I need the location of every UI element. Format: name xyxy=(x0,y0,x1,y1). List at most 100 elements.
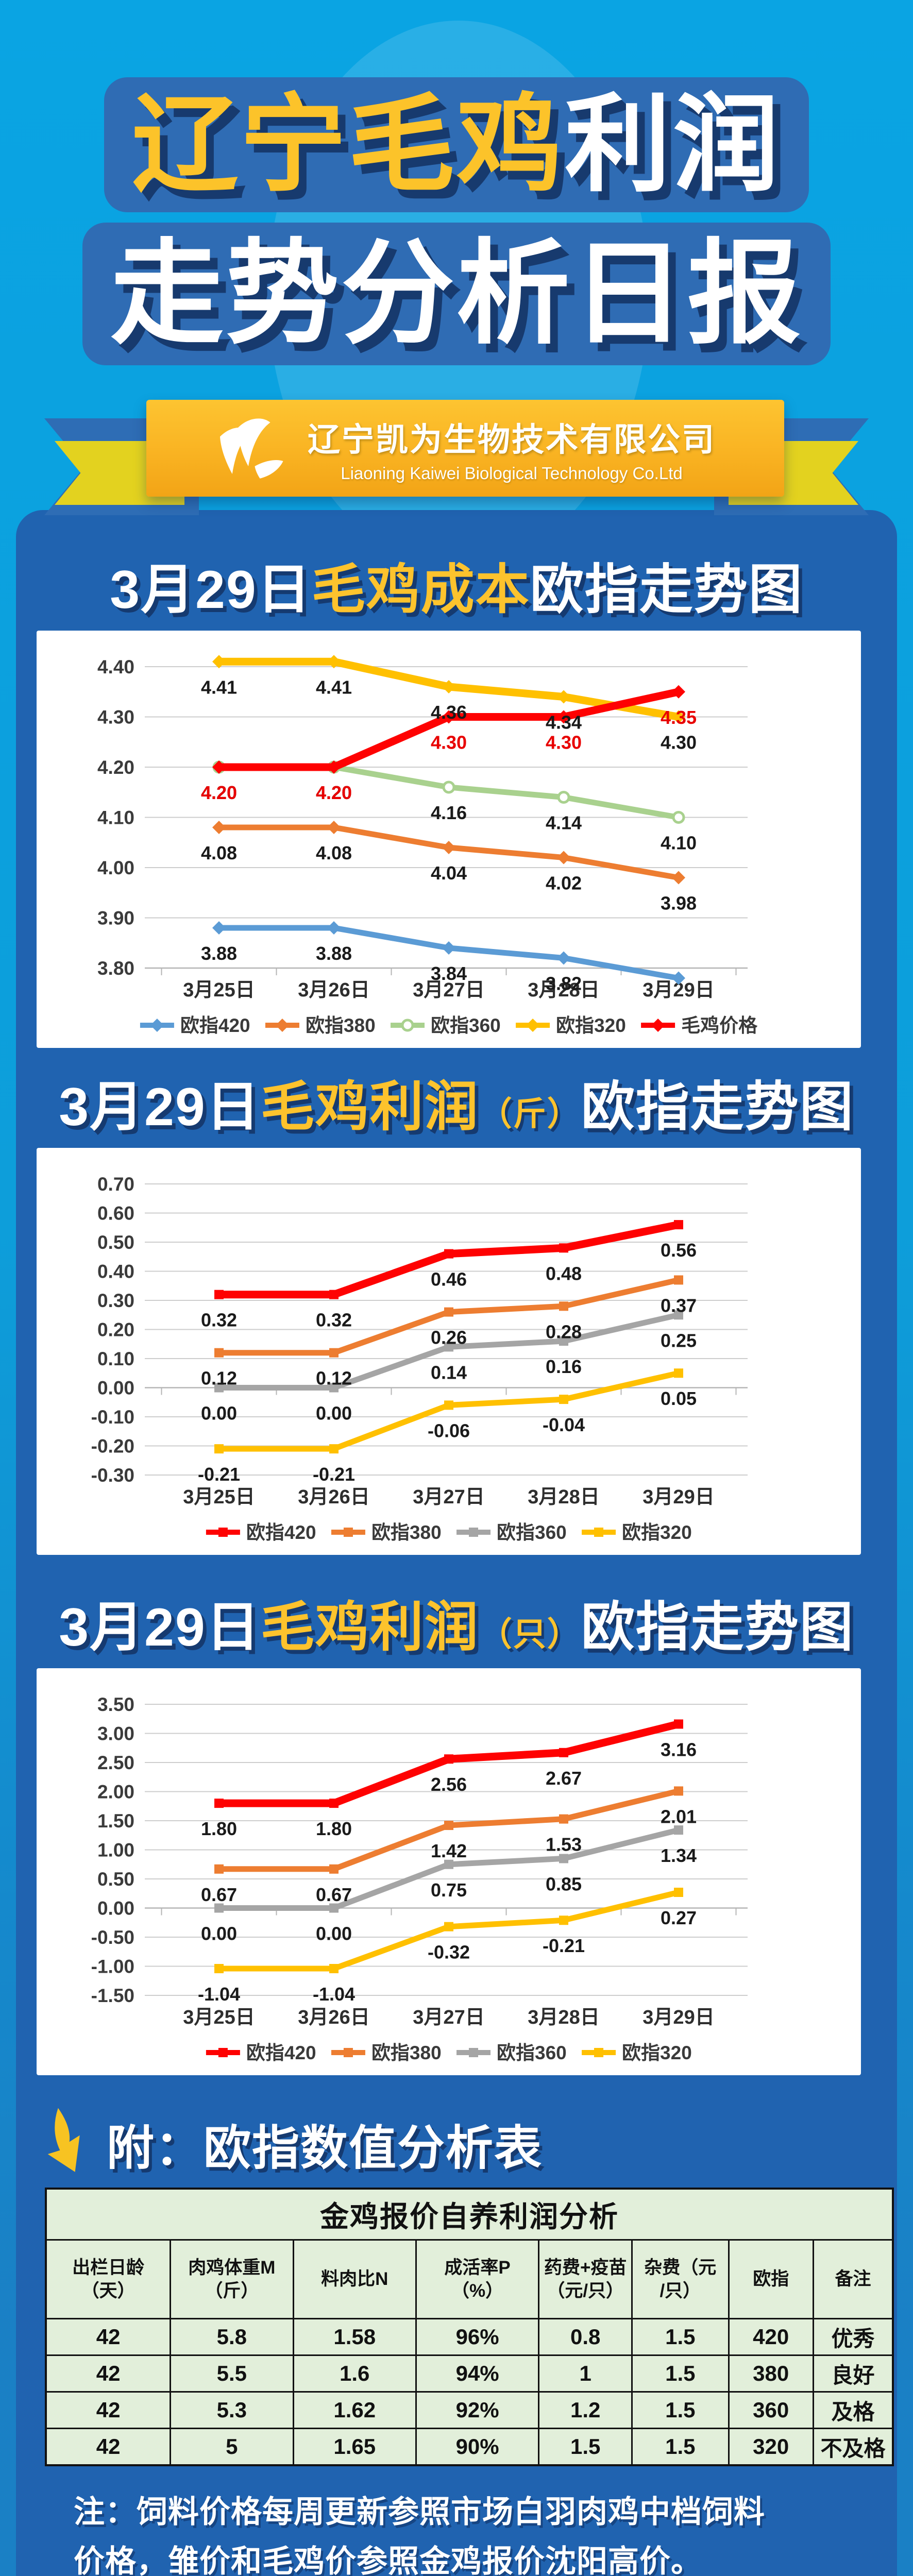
svg-text:-0.20: -0.20 xyxy=(91,1435,134,1456)
svg-text:-1.04: -1.04 xyxy=(198,1984,240,2005)
svg-text:4.08: 4.08 xyxy=(316,842,352,863)
svg-text:-0.21: -0.21 xyxy=(313,1464,355,1485)
svg-text:4.34: 4.34 xyxy=(546,711,582,733)
table-row: 42 5 1.65 90% 1.5 1.5 320 不及格 xyxy=(45,2428,894,2466)
svg-text:3月29日: 3月29日 xyxy=(643,2007,714,2028)
svg-text:2.67: 2.67 xyxy=(546,1767,582,1788)
svg-text:0.37: 0.37 xyxy=(661,1295,697,1316)
svg-text:欧指320: 欧指320 xyxy=(622,1522,692,1543)
company-name-block: 辽宁凯为生物技术有限公司 Liaoning Kaiwei Biological … xyxy=(308,414,716,483)
svg-text:-0.50: -0.50 xyxy=(91,1927,134,1948)
masthead: 辽宁毛鸡利润 走势分析日报 xyxy=(0,77,913,365)
chart-section-cost: 3月29日毛鸡成本欧指走势图 4.40 4.30 4.20 4.10 4.00 3.90 3… xyxy=(16,560,897,1048)
svg-text:欧指380: 欧指380 xyxy=(371,1522,442,1543)
svg-text:0.16: 0.16 xyxy=(546,1356,582,1377)
table-cell: 92% xyxy=(415,2391,540,2429)
svg-text:0.32: 0.32 xyxy=(316,1309,352,1330)
svg-text:3.90: 3.90 xyxy=(97,907,134,928)
main-title-line1-rest: 利润 xyxy=(565,86,782,204)
svg-text:3月26日: 3月26日 xyxy=(298,2007,369,2028)
content-panel: 3月29日毛鸡成本欧指走势图 4.40 4.30 4.20 4.10 4.00 3.90 3… xyxy=(16,510,897,2576)
table-header-cell: 备注 xyxy=(812,2239,894,2319)
table-cell: 360 xyxy=(728,2391,814,2429)
svg-text:3.88: 3.88 xyxy=(201,943,237,964)
svg-text:1.42: 1.42 xyxy=(431,1840,467,1861)
svg-text:1.80: 1.80 xyxy=(201,1818,237,1839)
table-cell: 42 xyxy=(45,2391,172,2429)
svg-text:0.40: 0.40 xyxy=(97,1261,134,1282)
svg-text:0.67: 0.67 xyxy=(316,1884,352,1905)
table-cell: 5.8 xyxy=(170,2318,294,2356)
svg-text:4.20: 4.20 xyxy=(201,782,237,803)
svg-text:0.85: 0.85 xyxy=(546,1873,582,1894)
svg-text:3月26日: 3月26日 xyxy=(298,1486,369,1508)
svg-text:0.70: 0.70 xyxy=(97,1174,134,1195)
chart-title-suffix: 欧指走势图 xyxy=(530,560,803,620)
table-row: 42 5.3 1.62 92% 1.2 1.5 360 及格 xyxy=(45,2391,894,2429)
table-cell: 42 xyxy=(45,2318,172,2356)
svg-text:-0.21: -0.21 xyxy=(543,1935,585,1956)
chart-title-date: 3月29日 xyxy=(110,560,312,620)
svg-text:3.16: 3.16 xyxy=(661,1739,697,1760)
svg-text:0.20: 0.20 xyxy=(97,1319,134,1340)
table-cell: 1.2 xyxy=(538,2391,633,2429)
svg-text:3.00: 3.00 xyxy=(97,1723,134,1744)
svg-text:3月28日: 3月28日 xyxy=(528,2007,599,2028)
table-cell: 90% xyxy=(415,2428,540,2466)
svg-text:3.80: 3.80 xyxy=(97,958,134,979)
svg-text:3月27日: 3月27日 xyxy=(413,2007,484,2028)
table-cell: 5 xyxy=(170,2428,294,2466)
svg-text:0.05: 0.05 xyxy=(661,1388,697,1409)
svg-text:0.56: 0.56 xyxy=(661,1240,697,1261)
chart-title-date: 3月29日 xyxy=(59,1598,261,1657)
svg-text:欧指360: 欧指360 xyxy=(497,1522,567,1543)
svg-text:3月29日: 3月29日 xyxy=(643,1486,714,1508)
table-cell: 优秀 xyxy=(812,2318,894,2356)
table-cell: 0.8 xyxy=(538,2318,633,2356)
svg-text:毛鸡价格: 毛鸡价格 xyxy=(681,1015,758,1036)
svg-text:4.35: 4.35 xyxy=(661,706,697,727)
chart-section-profit-bird: 3月29日毛鸡利润（只）欧指走势图 3.50 3.00 2.50 2.00 1.50 1.… xyxy=(16,1597,897,2075)
table-cell: 1.5 xyxy=(538,2428,633,2466)
table-header-cell: 药费+疫苗 （元/只） xyxy=(538,2239,633,2319)
svg-text:-0.30: -0.30 xyxy=(91,1465,134,1486)
table-header-cell: 料肉比N xyxy=(292,2239,417,2319)
table-row: 42 5.8 1.58 96% 0.8 1.5 420 优秀 xyxy=(45,2318,894,2356)
footnote-line1: 注：饲料价格每周更新参照市场白羽肉鸡中档饲料 xyxy=(74,2495,765,2529)
svg-text:3月26日: 3月26日 xyxy=(298,979,369,1001)
profit-analysis-table: 金鸡报价自养利润分析 出栏日龄 （天） 肉鸡体重M （斤） 料肉比N 成活率P （%）药… xyxy=(45,2188,894,2466)
svg-text:3月25日: 3月25日 xyxy=(183,979,255,1001)
table-row: 42 5.5 1.6 94% 1 1.5 380 良好 xyxy=(45,2354,894,2393)
svg-text:4.14: 4.14 xyxy=(546,812,582,833)
svg-text:4.20: 4.20 xyxy=(201,782,237,803)
svg-text:0.50: 0.50 xyxy=(97,1869,134,1890)
chart-title-highlight: 毛鸡成本 xyxy=(311,560,530,620)
table-header-cell: 出栏日龄 （天） xyxy=(45,2239,172,2319)
svg-text:4.30: 4.30 xyxy=(661,732,697,753)
table-cell: 良好 xyxy=(812,2354,894,2393)
svg-text:欧指420: 欧指420 xyxy=(180,1015,250,1036)
svg-text:-0.06: -0.06 xyxy=(428,1420,470,1441)
svg-text:3.84: 3.84 xyxy=(431,963,467,984)
company-name-cn: 辽宁凯为生物技术有限公司 xyxy=(308,421,716,458)
svg-text:2.01: 2.01 xyxy=(661,1806,697,1827)
main-title-line1: 辽宁毛鸡利润 xyxy=(104,77,809,213)
main-title-line1-highlight: 辽宁毛鸡 xyxy=(131,86,565,204)
table-cell: 1.5 xyxy=(631,2318,730,2356)
svg-text:4.36: 4.36 xyxy=(431,702,467,723)
svg-text:0.50: 0.50 xyxy=(97,1232,134,1253)
svg-text:0.27: 0.27 xyxy=(661,1907,697,1928)
svg-text:-1.00: -1.00 xyxy=(91,1956,134,1977)
svg-text:3.82: 3.82 xyxy=(546,973,582,994)
svg-text:欧指320: 欧指320 xyxy=(556,1015,626,1036)
table-cell: 1.5 xyxy=(631,2391,730,2429)
table-cell: 96% xyxy=(415,2318,540,2356)
chart-section-profit-jin: 3月29日毛鸡利润（斤）欧指走势图 0.70 0.60 0.50 0.40 0.30 0.… xyxy=(16,1077,897,1555)
section-heading-text: 附：欧指数值分析表 xyxy=(107,2122,543,2175)
svg-text:0.12: 0.12 xyxy=(316,1367,352,1388)
svg-text:4.30: 4.30 xyxy=(97,706,134,727)
table-cell: 1.65 xyxy=(292,2428,417,2466)
table-header-cell: 成活率P （%） xyxy=(415,2239,540,2319)
svg-text:-0.21: -0.21 xyxy=(198,1464,240,1485)
analysis-section-heading: 附：欧指数值分析表 xyxy=(44,2106,543,2181)
